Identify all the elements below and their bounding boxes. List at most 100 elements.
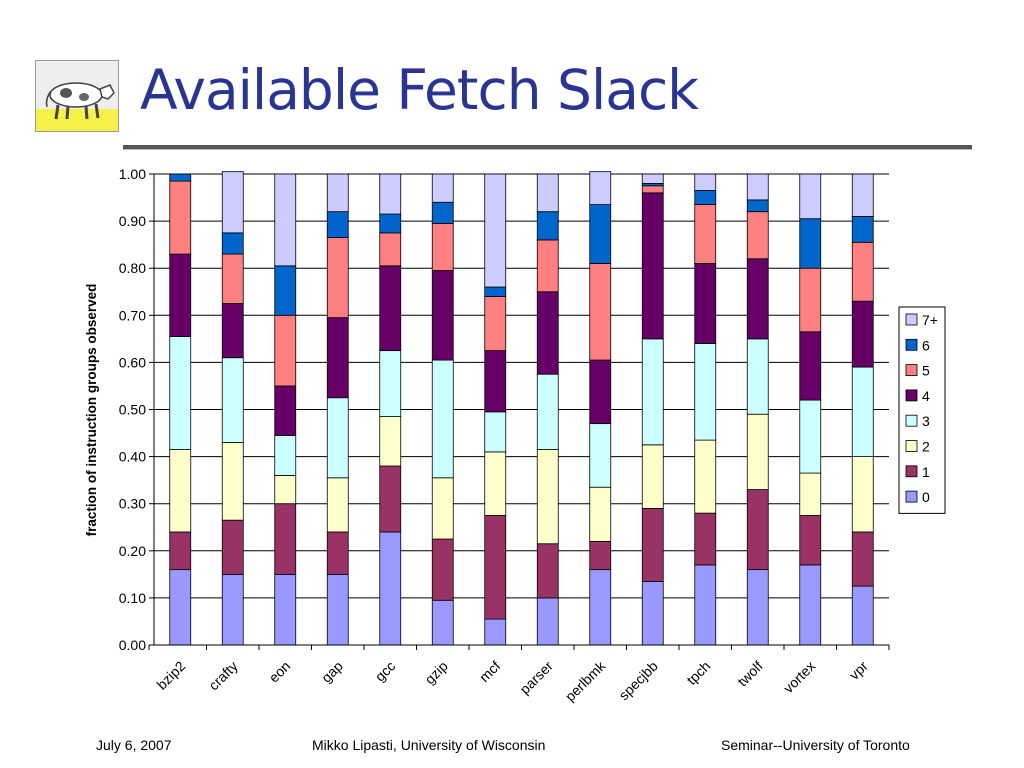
legend-swatch [905, 440, 918, 452]
bar-segment-bzip2-5 [169, 180, 192, 255]
bar-segment-gzip-2 [431, 477, 454, 540]
x-tick-label: vortex [780, 658, 818, 696]
bar-segment-twolf-0 [746, 569, 769, 646]
bar-segment-vortex-6 [799, 218, 822, 269]
bar-segment-crafty-0 [221, 573, 244, 646]
bar-segment-gzip-6 [431, 201, 454, 224]
legend-label: 0 [922, 489, 930, 505]
bar-segment-gcc-0 [379, 531, 402, 646]
bar-segment-parser-3 [536, 373, 559, 450]
bar-segment-gcc-4 [379, 265, 402, 352]
bar-segment-gap-2 [326, 477, 349, 533]
bar-segment-gap-3 [326, 397, 349, 479]
bar-segment-twolf-1 [746, 489, 769, 571]
bar-segment-vpr-1 [851, 531, 874, 587]
y-tick-label: 0.00 [119, 637, 146, 653]
bar-segment-tpch-3 [694, 343, 717, 441]
bar-segment-gzip-3 [431, 359, 454, 479]
bar-segment-gcc-5 [379, 232, 402, 267]
bar-segment-gap-0 [326, 573, 349, 646]
bar-segment-parser-4 [536, 291, 559, 375]
legend-swatch [905, 414, 918, 427]
bar-segment-specjbb-1 [641, 508, 664, 582]
y-tick-label: 0.60 [119, 354, 146, 370]
bar-segment-tpch-7+ [694, 173, 717, 191]
title-divider [123, 145, 972, 149]
bar-segment-twolf-4 [746, 258, 769, 340]
bar-segment-tpch-2 [694, 439, 717, 514]
bar-segment-gap-1 [326, 531, 349, 575]
bar-segment-perlbmk-0 [589, 569, 612, 646]
cow-logo [35, 60, 119, 132]
x-tick-label: gcc [372, 658, 399, 685]
legend-label: 3 [922, 413, 930, 429]
legend-swatch [905, 389, 918, 402]
bar-segment-mcf-1 [484, 515, 507, 620]
bar-segment-vpr-4 [851, 300, 874, 368]
bar-segment-bzip2-1 [169, 531, 192, 571]
bar-segment-eon-3 [274, 435, 297, 476]
bar-segment-twolf-5 [746, 211, 769, 260]
bar-segment-vpr-0 [851, 585, 874, 646]
bar-segment-tpch-0 [694, 564, 717, 646]
bar-segment-specjbb-4 [641, 192, 664, 340]
bar-segment-mcf-6 [484, 286, 507, 297]
bar-segment-specjbb-2 [641, 444, 664, 509]
bar-segment-tpch-1 [694, 512, 717, 566]
bar-segment-tpch-6 [694, 190, 717, 206]
bar-segment-mcf-3 [484, 411, 507, 453]
bar-segment-tpch-5 [694, 204, 717, 264]
bar-segment-eon-0 [274, 573, 297, 646]
y-tick-label: 0.50 [119, 402, 146, 418]
bar-segment-twolf-7+ [746, 173, 769, 201]
legend-label: 2 [922, 439, 930, 455]
bar-segment-crafty-6 [221, 232, 244, 255]
bar-segment-gap-4 [326, 317, 349, 399]
bar-segment-perlbmk-3 [589, 423, 612, 488]
bar-segment-vortex-4 [799, 331, 822, 401]
bar-segment-gzip-4 [431, 270, 454, 361]
bar-segment-bzip2-3 [169, 336, 192, 450]
x-tick-label: gzip [421, 658, 451, 688]
bar-segment-eon-6 [274, 265, 297, 316]
bar-segment-crafty-2 [221, 442, 244, 521]
legend-swatch [905, 465, 918, 478]
legend-swatch [905, 490, 918, 503]
bar-segment-vortex-5 [799, 267, 822, 333]
bar-segment-perlbmk-5 [589, 263, 612, 361]
footer-date: July 6, 2007 [96, 737, 172, 753]
legend-label: 1 [922, 464, 930, 480]
x-tick-label: mcf [476, 658, 503, 685]
bar-segment-parser-1 [536, 543, 559, 599]
bar-segment-vortex-0 [799, 564, 822, 646]
bar-segment-eon-4 [274, 385, 297, 436]
bar-segment-perlbmk-4 [589, 359, 612, 425]
bar-segment-bzip2-0 [169, 569, 192, 646]
x-tick-label: specjbb [615, 658, 661, 704]
bar-segment-specjbb-3 [641, 338, 664, 446]
bar-segment-gzip-7+ [431, 173, 454, 203]
stacked-bar-chart: 0.00 0.10 0.20 0.30 0.40 0.50 0.60 0.70 0.80 0.90… [84, 166, 946, 704]
legend-label: 5 [922, 363, 930, 379]
y-tick-label: 0.80 [119, 260, 146, 276]
bar-segment-vortex-7+ [799, 173, 822, 220]
bar-segment-gzip-1 [431, 538, 454, 601]
bar-segment-eon-7+ [274, 173, 297, 267]
bar-segment-parser-0 [536, 597, 559, 646]
gridlines [154, 173, 889, 599]
bar-segment-gcc-1 [379, 465, 402, 533]
bar-segment-crafty-4 [221, 303, 244, 359]
bar-segment-eon-5 [274, 314, 297, 387]
bar-segment-crafty-1 [221, 519, 244, 575]
bar-segment-crafty-3 [221, 357, 244, 443]
bar-segment-specjbb-7+ [641, 173, 664, 184]
y-tick-label: 0.90 [119, 213, 146, 229]
bar-segment-gap-7+ [326, 173, 349, 213]
bar-segment-perlbmk-2 [589, 486, 612, 542]
legend-swatch [905, 364, 918, 377]
bar-segment-gzip-0 [431, 599, 454, 646]
y-tick-label: 0.30 [119, 496, 146, 512]
bar-segment-tpch-4 [694, 263, 717, 344]
bar-segment-parser-7+ [536, 173, 559, 213]
legend: 7+ 6 5 4 3 2 1 0 [898, 306, 946, 514]
